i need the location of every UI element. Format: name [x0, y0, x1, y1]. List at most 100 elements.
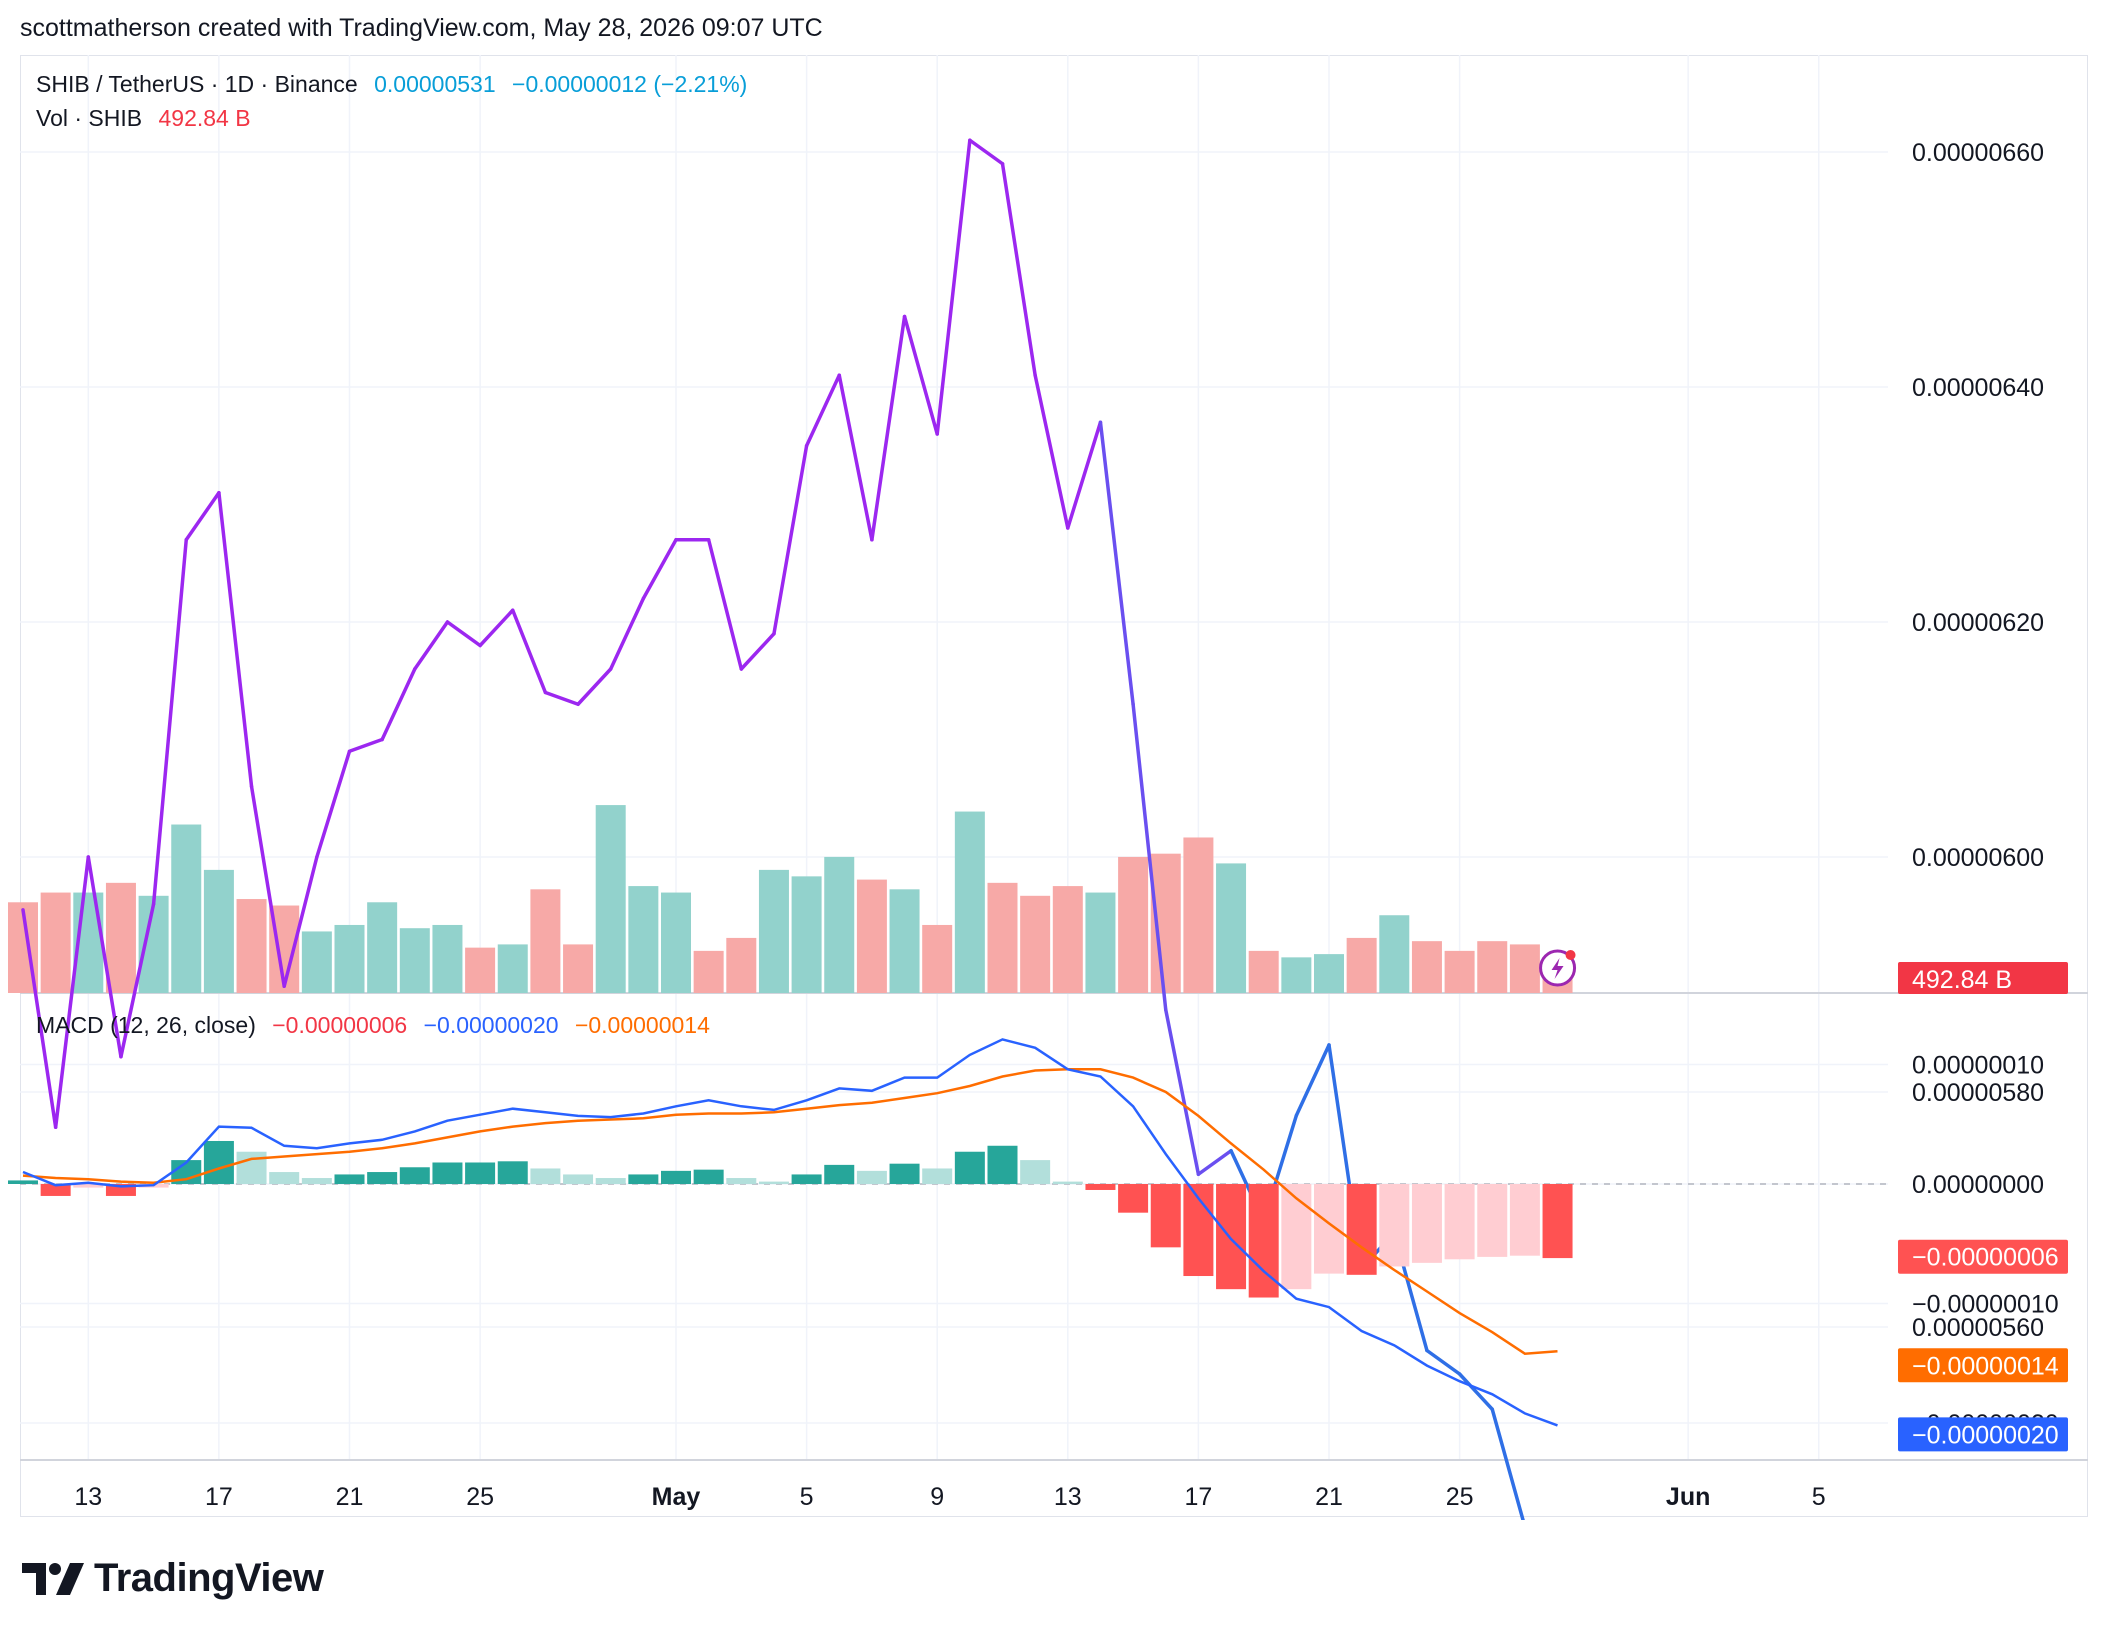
tradingview-footer: TradingView: [22, 1556, 324, 1601]
price-badges: 0.0000053114:52:02492.84 B−0.00000006−0.…: [1539, 949, 2068, 1452]
volume-bar: [1183, 837, 1214, 993]
price-segment: [576, 667, 613, 706]
macd-axis-tick: −0.00000010: [1912, 1291, 2059, 1319]
volume-title[interactable]: Vol · SHIB: [36, 105, 143, 131]
macd-hist-bar: [1314, 1184, 1344, 1274]
last-price-value: 0.00000531: [374, 71, 496, 97]
time-axis-tick: Jun: [1666, 1483, 1710, 1511]
macd-hist-bar: [236, 1151, 267, 1184]
macd-hist-bar: [922, 1168, 953, 1184]
time-axis-tick: 9: [930, 1483, 944, 1511]
macd-hist-bar: [432, 1162, 463, 1184]
time-axis-tick: 25: [466, 1483, 494, 1511]
price-axis-tick: 0.00000560: [1912, 1314, 2044, 1342]
volume-value: 492.84 B: [158, 105, 251, 131]
macd-line-value: −0.00000020: [423, 1012, 559, 1038]
price-segment: [184, 491, 221, 542]
volume-bar: [563, 944, 594, 993]
macd-hist-bar: [8, 1180, 38, 1184]
price-segment: [86, 855, 123, 1059]
volume-bar: [1281, 957, 1312, 993]
macd-hist-bar: [367, 1172, 398, 1184]
price-segment: [249, 784, 286, 988]
macd-hist-bar: [1281, 1184, 1312, 1290]
price-segment: [608, 596, 646, 671]
macd-hist-bar: [595, 1178, 626, 1184]
price-segment: [445, 620, 482, 648]
macd-hist-bar: [301, 1178, 332, 1184]
price-segment: [380, 667, 417, 742]
price-segment: [347, 737, 384, 753]
macd-hist-bar: [1542, 1184, 1573, 1259]
volume-bar: [1509, 944, 1540, 993]
macd-hist-badge: −0.00000006: [1912, 1244, 2059, 1272]
macd-hist-bar: [105, 1184, 136, 1196]
volume-bar: [236, 899, 267, 993]
price-segment: [935, 138, 972, 436]
price-segment: [804, 373, 841, 448]
volume-bar: [1444, 950, 1475, 993]
tradingview-brand: TradingView: [94, 1556, 324, 1600]
volume-bar: [530, 889, 561, 993]
price-segment: [151, 538, 188, 906]
price-segment: [968, 138, 1005, 166]
macd-hist-bar: [334, 1174, 365, 1184]
price-axis-tick: 0.00000660: [1912, 139, 2044, 167]
price-segment: [1033, 373, 1070, 530]
macd-hist-bar: [824, 1164, 855, 1184]
volume-bar: [856, 879, 887, 993]
notification-dot-icon: [1565, 950, 1576, 960]
macd-hist-bar: [1150, 1184, 1181, 1248]
signal-line: [22, 1068, 1558, 1355]
macd-hist-bar: [1509, 1184, 1540, 1256]
macd-hist-badge-bg: [1898, 1239, 2068, 1274]
macd-hist-bar: [1052, 1181, 1083, 1184]
volume-badge-bg: [1898, 962, 2068, 994]
lightning-bolt-icon: [1551, 958, 1564, 979]
volume-bar: [171, 824, 202, 993]
volume-bar: [399, 928, 430, 993]
price-segment: [282, 855, 319, 988]
volume-bar: [203, 869, 234, 993]
macd-title[interactable]: MACD (12, 26, close): [36, 1012, 256, 1038]
volume-bar: [661, 892, 691, 993]
macd-hist-bar: [1477, 1184, 1508, 1257]
symbol-legend: SHIB / TetherUS · 1D · Binance 0.0000053…: [36, 71, 757, 98]
macd-hist-bar: [1379, 1184, 1410, 1267]
time-axis-tick: 25: [1446, 1483, 1474, 1511]
price-segment: [1196, 1149, 1233, 1176]
volume-bar: [791, 876, 822, 993]
macd-hist-bar: [73, 1184, 104, 1188]
macd-hist-value: −0.00000006: [272, 1012, 408, 1038]
price-axis-tick: 0.00000580: [1912, 1079, 2044, 1107]
price-segment: [543, 690, 580, 706]
volume-bar: [758, 869, 789, 993]
price-segment: [1294, 1043, 1331, 1118]
chart-canvas[interactable]: 0.000005400.000005600.000005800.00000600…: [0, 0, 2108, 1520]
volume-bar: [693, 950, 724, 993]
price-segment: [641, 538, 678, 601]
macd-hist-bar: [530, 1168, 561, 1184]
axis-labels: 0.000005400.000005600.000005800.00000600…: [74, 139, 2059, 1511]
price-segment: [413, 620, 450, 671]
macd-hist-bar: [465, 1162, 496, 1184]
time-axis-tick: 5: [800, 1483, 814, 1511]
time-axis-tick: 5: [1812, 1483, 1826, 1511]
chart-frame: [20, 55, 2088, 1517]
macd-signal-badge: −0.00000014: [1912, 1352, 2059, 1380]
chart-attribution: scottmatherson created with TradingView.…: [20, 14, 823, 42]
volume-bar: [726, 937, 757, 993]
symbol-title[interactable]: SHIB / TetherUS · 1D · Binance: [36, 71, 358, 97]
price-segment: [772, 444, 809, 636]
price-segment: [902, 314, 939, 436]
volume-bar: [367, 902, 398, 993]
volume-bar: [1477, 941, 1508, 993]
volume-bar: [334, 924, 365, 993]
macd-axis-tick: 0.00000010: [1912, 1052, 2044, 1080]
volume-bar: [1118, 856, 1149, 993]
price-change-value: −0.00000012 (−2.21%): [512, 71, 748, 97]
macd-hist-bar: [791, 1174, 822, 1184]
volume-bar: [1314, 954, 1344, 993]
volume-bar: [1085, 892, 1116, 993]
price-segment: [53, 855, 91, 1129]
